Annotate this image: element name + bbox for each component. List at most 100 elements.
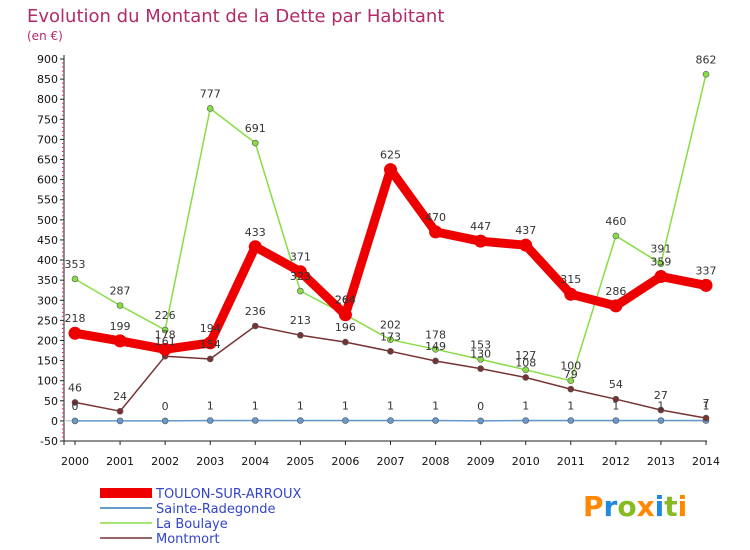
data-point xyxy=(612,395,620,403)
data-label: 437 xyxy=(515,224,536,237)
y-tick-label: 800 xyxy=(37,93,58,106)
y-tick-label: 250 xyxy=(37,314,58,327)
data-point xyxy=(116,417,124,425)
x-tick-label: 2007 xyxy=(377,455,405,468)
data-point xyxy=(297,331,304,339)
data-point xyxy=(609,299,623,313)
data-point xyxy=(342,417,349,424)
data-label: 1 xyxy=(387,399,394,412)
data-point xyxy=(251,139,259,147)
data-point xyxy=(248,240,262,254)
data-point xyxy=(161,417,169,425)
data-label: 0 xyxy=(477,400,484,413)
data-label: 371 xyxy=(290,251,311,264)
data-label: 287 xyxy=(110,284,131,297)
y-tick-label: 200 xyxy=(37,334,58,347)
data-point xyxy=(522,366,530,374)
logo-letter: i xyxy=(678,490,688,523)
data-label: 1 xyxy=(522,399,529,412)
data-label: 1 xyxy=(432,399,439,412)
x-tick-label: 2011 xyxy=(557,455,585,468)
data-point xyxy=(612,417,620,424)
data-label: 286 xyxy=(605,285,626,298)
y-tick-label: 650 xyxy=(37,154,58,167)
logo-letter: t xyxy=(664,490,677,523)
data-label: 153 xyxy=(470,338,491,351)
data-point xyxy=(429,225,443,239)
data-point xyxy=(206,417,214,424)
data-point xyxy=(474,234,488,248)
data-label: 173 xyxy=(380,330,401,343)
data-point xyxy=(206,105,214,112)
data-point xyxy=(297,417,304,424)
data-point xyxy=(387,348,394,355)
data-label: 226 xyxy=(155,309,176,322)
x-tick-label: 2006 xyxy=(331,455,359,468)
data-label: 236 xyxy=(245,305,266,318)
data-label: 27 xyxy=(654,389,668,402)
legend-label: La Boulaye xyxy=(156,517,228,532)
x-tick-label: 2001 xyxy=(106,455,134,468)
data-point xyxy=(522,417,530,424)
y-tick-label: 850 xyxy=(37,73,58,86)
data-label: 470 xyxy=(425,211,446,224)
data-label: 315 xyxy=(560,273,581,286)
data-label: 264 xyxy=(335,294,356,307)
series-1 xyxy=(71,417,710,425)
data-point xyxy=(387,336,394,343)
y-tick-label: 350 xyxy=(37,274,58,287)
data-label: 149 xyxy=(425,340,446,353)
data-point xyxy=(251,322,259,330)
x-tick-label: 2003 xyxy=(196,455,224,468)
data-label: 1 xyxy=(703,399,710,412)
data-point xyxy=(432,417,439,424)
chart-title: Evolution du Montant de la Dette par Hab… xyxy=(27,6,444,27)
data-label: 100 xyxy=(560,360,581,373)
x-tick-label: 2002 xyxy=(151,455,179,468)
y-tick-label: 550 xyxy=(37,194,58,207)
data-label: 199 xyxy=(110,320,131,333)
data-label: 323 xyxy=(290,270,311,283)
legend-item: TOULON-SUR-ARROUX xyxy=(100,487,302,502)
data-point xyxy=(567,385,575,393)
data-label: 54 xyxy=(609,378,623,391)
data-point xyxy=(293,265,307,279)
y-tick-label: 0 xyxy=(51,415,58,428)
data-point xyxy=(477,356,484,363)
y-tick-label: 500 xyxy=(37,214,58,227)
data-point xyxy=(116,407,124,415)
data-point xyxy=(522,374,530,381)
legend-label: Montmort xyxy=(156,532,220,547)
data-point xyxy=(702,70,710,78)
y-tick-label: 900 xyxy=(37,53,58,66)
data-point xyxy=(702,414,710,422)
x-tick-label: 2000 xyxy=(61,455,89,468)
data-label: 213 xyxy=(290,314,311,327)
y-tick-label: 100 xyxy=(37,375,58,388)
data-point xyxy=(68,326,82,340)
data-label: 161 xyxy=(155,335,176,348)
data-label: 1 xyxy=(297,399,304,412)
x-tick-label: 2008 xyxy=(422,455,450,468)
data-label: 1 xyxy=(657,399,664,412)
data-label: 196 xyxy=(335,321,356,334)
x-tick-label: 2004 xyxy=(241,455,269,468)
data-point xyxy=(71,275,79,283)
data-label: 337 xyxy=(696,264,717,277)
logo-letter: i xyxy=(655,490,665,523)
data-point xyxy=(387,417,394,424)
x-tick-label: 2010 xyxy=(512,455,540,468)
y-tick-label: 700 xyxy=(37,133,58,146)
data-label: 127 xyxy=(515,349,536,362)
data-point xyxy=(384,163,397,177)
data-label: 108 xyxy=(515,356,536,369)
data-label: 46 xyxy=(68,381,82,394)
data-label: 130 xyxy=(470,348,491,361)
data-point xyxy=(564,287,578,301)
data-point xyxy=(477,417,484,425)
data-label: 777 xyxy=(200,87,221,100)
x-tick-label: 2013 xyxy=(647,455,675,468)
data-label: 359 xyxy=(650,256,671,269)
data-point xyxy=(158,342,172,356)
